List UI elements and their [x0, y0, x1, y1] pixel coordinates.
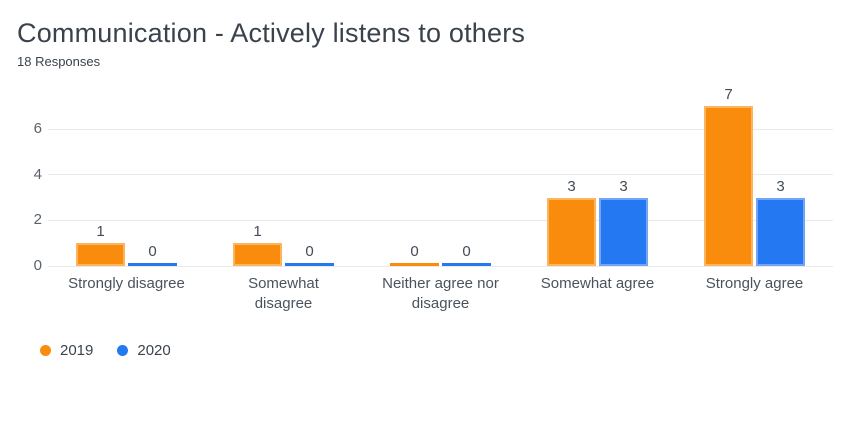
category-label: Somewhat disagree	[248, 275, 319, 313]
bar-2020	[442, 263, 491, 266]
response-count: 18 Responses	[17, 54, 101, 69]
category-label: Somewhat agree	[540, 275, 655, 292]
data-label: 0	[462, 243, 471, 260]
bar-with-label: 0	[442, 243, 491, 266]
bar-with-label: 0	[390, 243, 439, 266]
bar-with-label: 0	[128, 243, 177, 266]
data-label: 7	[724, 86, 733, 104]
legend-item-2020[interactable]: 2020	[117, 342, 171, 359]
bar-2020	[599, 197, 648, 266]
y-tick-label: 6	[33, 120, 42, 137]
x-axis-labels: Strongly disagree Somewhat disagree Neithe…	[48, 274, 833, 315]
legend-label: 2019	[60, 342, 94, 359]
bar-2019	[704, 106, 753, 266]
bar-with-label: 3	[599, 177, 648, 266]
legend-label: 2020	[137, 342, 171, 359]
legend-item-2019[interactable]: 2019	[40, 342, 93, 359]
bar-with-label: 3	[547, 177, 596, 266]
y-axis: 0 2 4 6	[0, 98, 45, 274]
gridline	[48, 219, 833, 221]
gridline	[48, 128, 833, 130]
data-label: 3	[567, 177, 576, 195]
bar-with-label: 1	[76, 223, 125, 266]
bar-with-label: 3	[756, 177, 805, 266]
legend-dot	[117, 345, 129, 356]
bar-2020	[128, 263, 177, 266]
y-tick-label: 2	[33, 211, 42, 229]
bar-with-label: 0	[285, 243, 334, 266]
bar-with-label: 1	[233, 223, 282, 266]
data-label: 3	[776, 177, 785, 195]
data-label: 0	[148, 243, 157, 260]
category-label: Strongly disagree	[68, 275, 185, 292]
data-label: 1	[96, 223, 105, 241]
gridline	[48, 265, 833, 267]
bar-2020	[756, 197, 805, 266]
data-label: 0	[410, 243, 419, 260]
category-label: Neither agree nor disagree	[382, 275, 499, 313]
bar-2019	[76, 243, 125, 266]
bar-2019	[390, 263, 439, 266]
data-label: 0	[305, 243, 314, 260]
bar-2019	[233, 243, 282, 266]
bar-with-label: 7	[704, 86, 753, 266]
y-tick-label: 0	[33, 257, 42, 274]
bar-2020	[285, 263, 334, 266]
chart-title: Communication - Actively listens to othe…	[17, 18, 526, 48]
legend: 2019 2020	[40, 342, 171, 359]
bar-2019	[547, 197, 596, 266]
data-label: 1	[253, 223, 262, 241]
data-label: 3	[619, 177, 628, 195]
legend-dot	[40, 345, 51, 356]
category-label: Strongly agree	[705, 275, 804, 292]
gridline	[48, 174, 833, 176]
y-tick-label: 4	[33, 165, 42, 183]
